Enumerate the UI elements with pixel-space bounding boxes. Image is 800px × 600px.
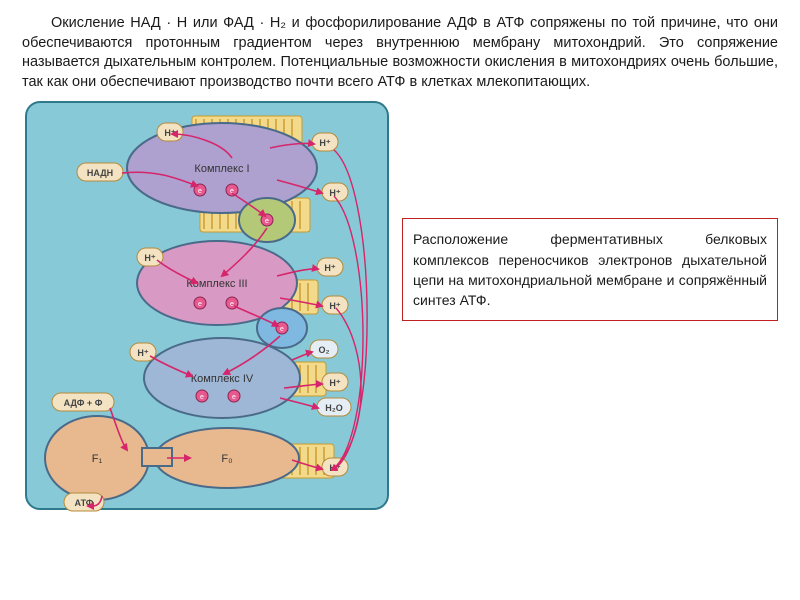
svg-text:Н⁺: Н⁺ bbox=[144, 253, 155, 263]
diagram-caption: Расположение ферментативных белковых ком… bbox=[402, 218, 778, 321]
svg-text:Н⁺: Н⁺ bbox=[324, 263, 335, 273]
svg-text:e: e bbox=[280, 326, 284, 333]
svg-text:Комплекс IV: Комплекс IV bbox=[191, 373, 254, 385]
svg-text:Н⁺: Н⁺ bbox=[329, 378, 340, 388]
svg-text:НАДН: НАДН bbox=[87, 168, 113, 178]
svg-text:Комплекс I: Комплекс I bbox=[194, 163, 249, 175]
svg-text:O₂: O₂ bbox=[319, 345, 330, 355]
svg-text:Н⁺: Н⁺ bbox=[319, 138, 330, 148]
svg-text:e: e bbox=[200, 394, 204, 401]
svg-text:АДФ + Ф: АДФ + Ф bbox=[64, 398, 103, 408]
svg-text:e: e bbox=[230, 301, 234, 308]
svg-text:e: e bbox=[265, 218, 269, 225]
svg-text:F₁: F₁ bbox=[92, 453, 103, 465]
svg-text:Н⁺: Н⁺ bbox=[137, 348, 148, 358]
svg-text:Н⁺: Н⁺ bbox=[164, 128, 175, 138]
svg-text:e: e bbox=[198, 301, 202, 308]
intro-paragraph: Окисление НАД · Н или ФАД · Н₂ и фосфори… bbox=[22, 14, 778, 92]
svg-text:e: e bbox=[198, 188, 202, 195]
svg-text:Комплекс III: Комплекс III bbox=[186, 278, 247, 290]
svg-text:e: e bbox=[232, 394, 236, 401]
svg-text:Н⁺: Н⁺ bbox=[329, 301, 340, 311]
svg-text:H₂O: H₂O bbox=[325, 403, 343, 413]
mitochondria-diagram: Комплекс I Комплекс III Комплекс IV F₀ F₁ e e e… bbox=[22, 98, 392, 513]
svg-text:F₀: F₀ bbox=[221, 453, 232, 465]
